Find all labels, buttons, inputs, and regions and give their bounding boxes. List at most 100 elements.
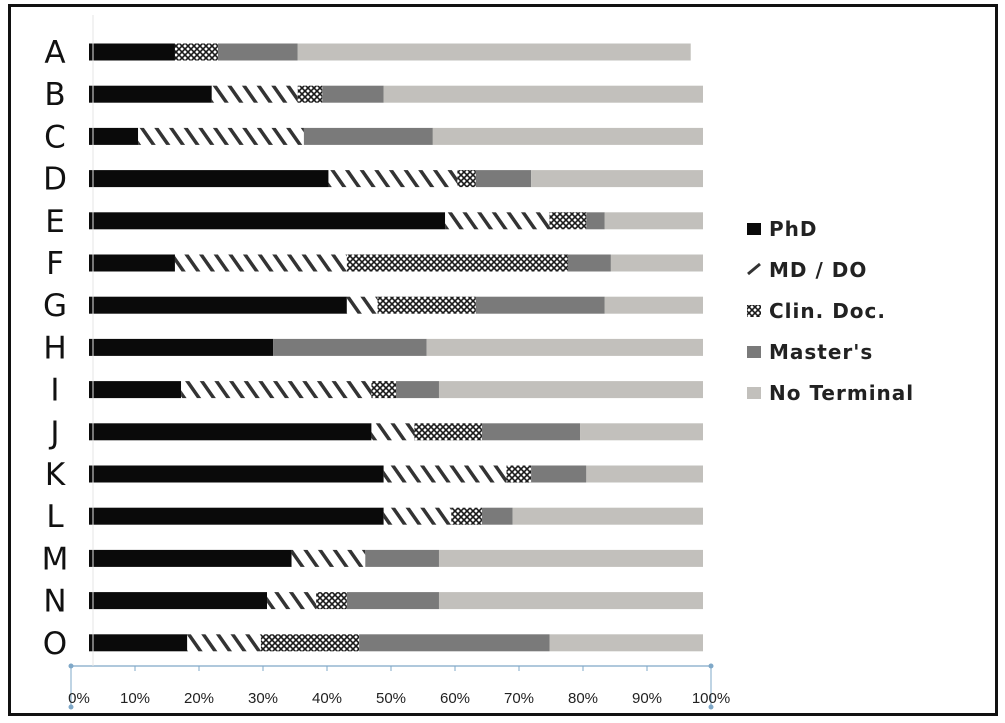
legend-item-clin-doc: Clin. Doc. (747, 299, 885, 323)
bar-g-no-terminal (604, 296, 703, 314)
bar-l-clin-doc (451, 507, 482, 525)
bar-j-master-s (481, 423, 581, 441)
category-label-i: I (50, 373, 59, 409)
category-label-h: H (43, 330, 66, 366)
bar-g-clin-doc (377, 296, 476, 314)
bar-a-no-terminal (297, 43, 691, 61)
bar-g-md-do (346, 296, 378, 314)
bar-f-master-s (567, 254, 611, 272)
category-label-c: C (44, 119, 66, 155)
bar-o-phd (89, 634, 188, 652)
category-label-b: B (44, 77, 65, 113)
bar-b-clin-doc (297, 85, 323, 103)
bar-o-master-s (359, 634, 550, 652)
bar-n-no-terminal (438, 592, 703, 610)
x-axis: 0% 10% 20% 30% 40% 50% 60% 70% 80% 90% 100% (68, 15, 730, 710)
bar-d-phd (89, 170, 329, 188)
legend-item-phd-label: PhD (769, 217, 818, 241)
category-label-d: D (43, 162, 67, 198)
bar-l-md-do (383, 507, 452, 525)
bar-k-clin-doc (506, 465, 532, 483)
bar-d-master-s (475, 170, 532, 188)
bar-l-master-s (481, 507, 513, 525)
bar-f-phd (89, 254, 175, 272)
bar-j-phd (89, 423, 372, 441)
category-label-f: F (46, 246, 64, 282)
legend-item-master-s-label: Master's (769, 340, 873, 364)
x-tick-label-30: 30% (248, 690, 278, 707)
bar-i-master-s (396, 381, 439, 399)
bar-k-md-do (383, 465, 507, 483)
category-label-e: E (45, 204, 65, 240)
x-tick-label-100: 100% (692, 690, 730, 707)
bar-b-no-terminal (383, 85, 703, 103)
bar-h-phd (89, 338, 274, 356)
bar-c-md-do (138, 127, 304, 145)
legend-item-md-do-swatch (747, 262, 761, 276)
bar-l-phd (89, 507, 384, 525)
bar-c-phd (89, 127, 139, 145)
legend-item-phd: PhD (747, 217, 818, 241)
bar-e-master-s (586, 212, 605, 230)
category-label-n: N (43, 584, 66, 620)
category-label-g: G (43, 288, 67, 324)
bar-e-clin-doc (549, 212, 587, 230)
bar-l-no-terminal (512, 507, 703, 525)
bar-i-clin-doc (371, 381, 396, 399)
bar-m-master-s (365, 549, 439, 567)
category-label-a: A (44, 35, 65, 71)
bar-j-md-do (371, 423, 415, 441)
legend-item-no-terminal: No Terminal (747, 381, 914, 405)
bar-g-master-s (475, 296, 605, 314)
legend-item-master-s: Master's (747, 340, 873, 364)
bar-i-md-do (181, 381, 372, 399)
bar-k-phd (89, 465, 384, 483)
bar-j-clin-doc (414, 423, 482, 441)
category-label-l: L (46, 499, 64, 535)
bar-k-master-s (531, 465, 587, 483)
bar-a-clin-doc (174, 43, 218, 61)
bar-e-phd (89, 212, 446, 230)
legend-item-master-s-swatch (747, 346, 761, 358)
legend-item-no-terminal-label: No Terminal (769, 381, 914, 405)
x-tick-label-0: 0% (68, 690, 90, 707)
bar-n-md-do (267, 592, 317, 610)
x-tick-label-10: 10% (120, 690, 150, 707)
bar-n-phd (89, 592, 268, 610)
bar-e-no-terminal (604, 212, 703, 230)
bar-h-no-terminal (426, 338, 703, 356)
bar-o-md-do (187, 634, 261, 652)
bar-m-phd (89, 549, 292, 567)
bar-d-clin-doc (457, 170, 476, 188)
x-tick-label-50: 50% (376, 690, 406, 707)
x-tick-label-80: 80% (568, 690, 598, 707)
category-label-o: O (43, 626, 67, 662)
bar-h-master-s (273, 338, 427, 356)
bar-o-no-terminal (549, 634, 703, 652)
bar-e-md-do (445, 212, 550, 230)
legend-item-clin-doc-swatch (747, 305, 761, 317)
axis-handle-bottom-left (68, 704, 74, 710)
bar-b-master-s (322, 85, 384, 103)
legend-item-phd-swatch (747, 223, 761, 235)
legend: PhD MD / DO Clin. Doc. Master's No Terminal (747, 217, 914, 405)
legend-item-md-do-label: MD / DO (769, 258, 867, 282)
bar-k-no-terminal (586, 465, 703, 483)
bar-i-phd (89, 381, 182, 399)
bar-a-master-s (217, 43, 298, 61)
bar-c-no-terminal (432, 127, 703, 145)
bar-j-no-terminal (580, 423, 703, 441)
bar-d-md-do (328, 170, 458, 188)
legend-item-no-terminal-swatch (747, 387, 761, 399)
bar-g-phd (89, 296, 347, 314)
bar-m-no-terminal (438, 549, 703, 567)
bar-b-phd (89, 85, 212, 103)
bar-n-clin-doc (316, 592, 347, 610)
legend-item-md-do: MD / DO (747, 258, 867, 282)
bar-f-md-do (174, 254, 347, 272)
bar-o-clin-doc (260, 634, 360, 652)
category-label-k: K (45, 457, 66, 493)
x-tick-label-60: 60% (440, 690, 470, 707)
